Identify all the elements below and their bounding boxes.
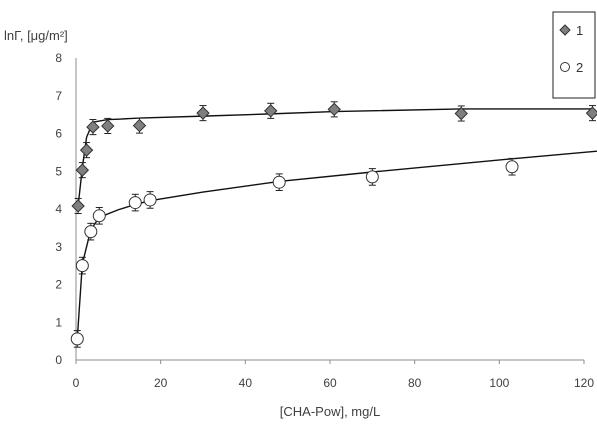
data-point-series-1: [79, 143, 94, 157]
legend-circle-icon: [560, 62, 570, 72]
legend: 1 2: [552, 11, 596, 99]
data-point-series-2: [128, 196, 142, 210]
x-tick-label: 20: [154, 376, 168, 390]
data-point-series-1: [264, 104, 278, 118]
data-point-series-1: [585, 106, 597, 120]
x-tick-label: 60: [323, 376, 337, 390]
y-tick-label: 0: [55, 353, 62, 367]
legend-diamond-icon: [559, 24, 571, 36]
x-tick-label: 0: [73, 376, 80, 390]
error-bars: [73, 101, 596, 348]
x-tick-label: 120: [574, 376, 594, 390]
y-tick-label: 3: [55, 240, 62, 254]
data-point-series-2: [365, 170, 379, 184]
axes: 0 20 40 60 80 100 120 0 1 2 3 4 5 6 7 8: [55, 51, 594, 390]
y-tick-label: 5: [55, 164, 62, 178]
legend-label-series-2: 2: [576, 60, 583, 75]
data-point-series-1: [75, 163, 90, 177]
data-point-series-2: [92, 209, 106, 223]
y-tick-label: 7: [55, 89, 62, 103]
y-tick-labels: 0 1 2 3 4 5 6 7 8: [55, 51, 62, 367]
data-point-series-1: [132, 118, 147, 133]
y-tick-label: 4: [55, 202, 62, 216]
data-point-series-2: [70, 332, 84, 346]
x-tick-labels: 0 20 40 60 80 100 120: [73, 360, 594, 390]
legend-label-series-1: 1: [576, 23, 583, 38]
data-point-series-1: [71, 199, 85, 213]
data-point-series-1: [454, 106, 468, 121]
x-axis-title: [CHA-Pow], mg/L: [280, 404, 380, 419]
y-tick-label: 2: [55, 278, 62, 292]
y-tick-label: 8: [55, 51, 62, 65]
y-axis-title: lnΓ, [μg/m²]: [4, 28, 68, 43]
data-point-series-2: [75, 259, 89, 273]
x-tick-label: 80: [408, 376, 422, 390]
fit-curve-series-2: [76, 150, 597, 339]
data-point-series-1: [86, 120, 100, 134]
data-point-series-2: [143, 193, 157, 207]
fit-curve-series-1: [77, 108, 593, 207]
x-tick-label: 100: [489, 376, 509, 390]
y-tick-label: 1: [55, 315, 62, 329]
data-point-series-2: [84, 225, 98, 239]
data-point-series-1: [101, 119, 115, 133]
fit-curves: [76, 108, 597, 339]
legend-box: [552, 11, 596, 99]
data-point-series-1: [327, 102, 341, 117]
y-tick-label: 6: [55, 127, 62, 141]
data-point-series-1: [196, 106, 210, 120]
data-point-series-2: [505, 160, 519, 174]
data-points: [70, 102, 597, 346]
x-tick-label: 40: [239, 376, 253, 390]
data-point-series-2: [272, 175, 286, 189]
